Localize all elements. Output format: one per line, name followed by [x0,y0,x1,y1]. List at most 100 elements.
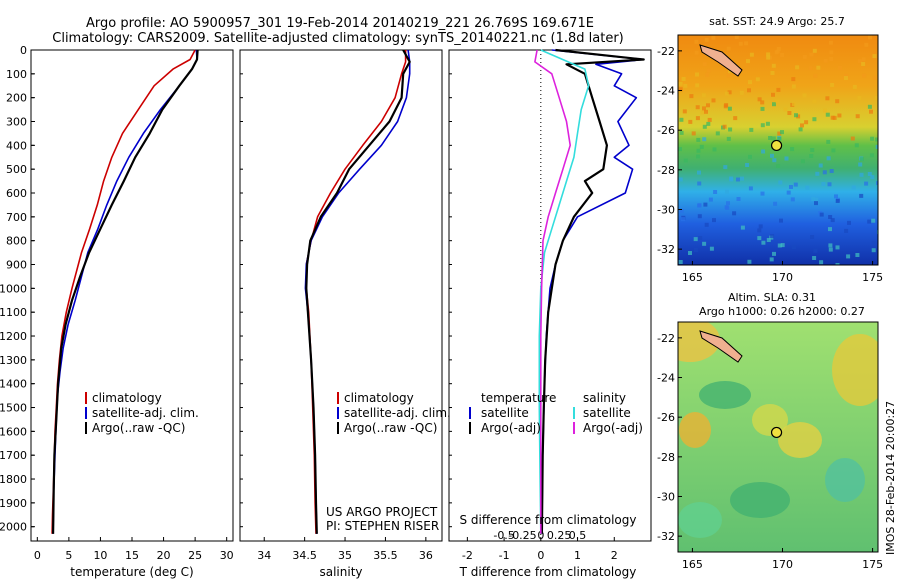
s-tick-label: 0.5 [569,529,587,542]
sst-pixel [771,63,776,68]
sst-pixel [695,83,700,88]
sst-pixel [747,88,751,93]
sst-pixel [867,219,872,224]
sst-pixel [814,197,819,202]
sst-pixel [770,153,774,158]
depth-tick-label: 1500 [0,402,27,415]
sst-pixel [828,40,833,45]
x-tick-label: -2 [462,549,473,562]
s-tick-label: 0 [537,529,544,542]
depth-tick-label: 400 [6,139,27,152]
sst-pixel [678,81,683,86]
sst-pixel [800,123,804,128]
depth-tick-label: 200 [6,92,27,105]
legend-salinity-heading: salinity [583,391,626,405]
sst-pixel [757,228,762,233]
sst-pixel [724,91,729,96]
sst-pixel [694,50,699,55]
sst-pixel [793,182,798,187]
sst-pixel [858,59,862,64]
sst-pixel [867,172,872,176]
sla-map-axes: 165 170 175 -22 -24 -26 -28 -30 -32 [657,332,883,571]
sst-pixel [711,35,716,40]
sst-pixel [727,90,732,95]
sst-pixel [804,120,809,125]
sst-pixel [729,177,734,182]
sst-pixel [844,76,848,80]
sst-map-frame [677,34,879,266]
legend-s-argo-label: Argo(-adj) [583,421,643,435]
depth-tick-label: 600 [6,187,27,200]
sst-pixel [829,50,834,55]
salinity-panel-frame [239,49,443,542]
sst-pixel [837,113,842,118]
sst-pixel [826,139,831,144]
sst-pixel [691,131,696,136]
sst-pixel [726,73,731,78]
sst-pixel [783,107,788,112]
sst-pixel [821,182,826,186]
sst-pixel [846,254,851,259]
sst-pixel [830,115,835,120]
depth-tick-label: 300 [6,116,27,129]
sst-pixel [702,62,707,67]
sst-pixel [696,137,701,142]
sst-pixel [822,170,827,175]
pi-credit: PI: STEPHEN RISER [326,519,439,533]
sla-anomaly-blob [832,334,878,406]
sst-pixel [850,136,855,141]
sst-pixel [699,144,704,149]
sla-anomaly-blob [778,422,822,458]
sla-anomaly-blob [699,381,751,409]
sst-pixel [771,136,776,141]
sst-map-title: sat. SST: 24.9 Argo: 25.7 [709,15,845,28]
sst-pixel [794,113,798,118]
sst-pixel [679,117,684,122]
sst-pixel [738,41,743,46]
sst-pixel [869,109,873,114]
sst-pixel [791,84,796,89]
sst-pixel [792,245,796,250]
sst-pixel [723,165,728,170]
s-tick-label: -0.25 [508,529,536,542]
sst-pixel [813,248,818,253]
sst-pixel [815,171,820,176]
sst-pixel [854,143,859,148]
depth-tick-label: 1700 [0,449,27,462]
x-tick-label: 30 [220,549,234,562]
depth-axis: 0 100 200 300 400 500 600 700 800 900 1000 1100 1200… [0,44,35,534]
difference-xlabel: T difference from climatology [459,565,637,579]
sst-pixel [829,169,834,173]
sst-pixel [825,96,830,101]
sst-pixel [780,243,785,248]
map-x-tick-label: 165 [682,271,703,284]
sst-pixel [772,102,776,107]
map-x-tick-label: 170 [772,558,793,571]
sst-pixel [864,181,869,186]
sst-pixel [707,117,712,122]
sst-pixel [871,218,876,223]
sst-pixel [875,137,878,142]
sst-pixel [819,212,824,217]
sst-pixel [812,256,817,260]
depth-tick-label: 2000 [0,521,27,534]
difference-s-xlabel: S difference from climatology [460,513,637,527]
difference-plot: -2 -1 0 1 2 -0.5-0.25 0 0.250.5 [449,48,645,562]
sst-pixel [683,158,688,163]
sst-pixel [725,189,729,194]
sst-pixel [844,228,849,233]
sst-pixel [791,77,796,82]
x-tick-label: 0 [34,549,41,562]
legend-s-satellite-label: satellite [583,406,631,420]
sst-pixel [760,100,765,105]
temperature-legend: climatology satellite-adj. clim. Argo(..… [85,391,199,435]
sst-pixel [757,97,762,102]
sst-pixel [768,136,773,140]
sst-pixel [870,136,875,141]
sst-pixel [703,202,708,207]
sla-land-mass [699,330,743,363]
sst-pixel [678,87,683,92]
x-tick-label: 0 [537,549,544,562]
sst-pixel [777,243,782,248]
depth-tick-label: 1100 [0,306,27,319]
